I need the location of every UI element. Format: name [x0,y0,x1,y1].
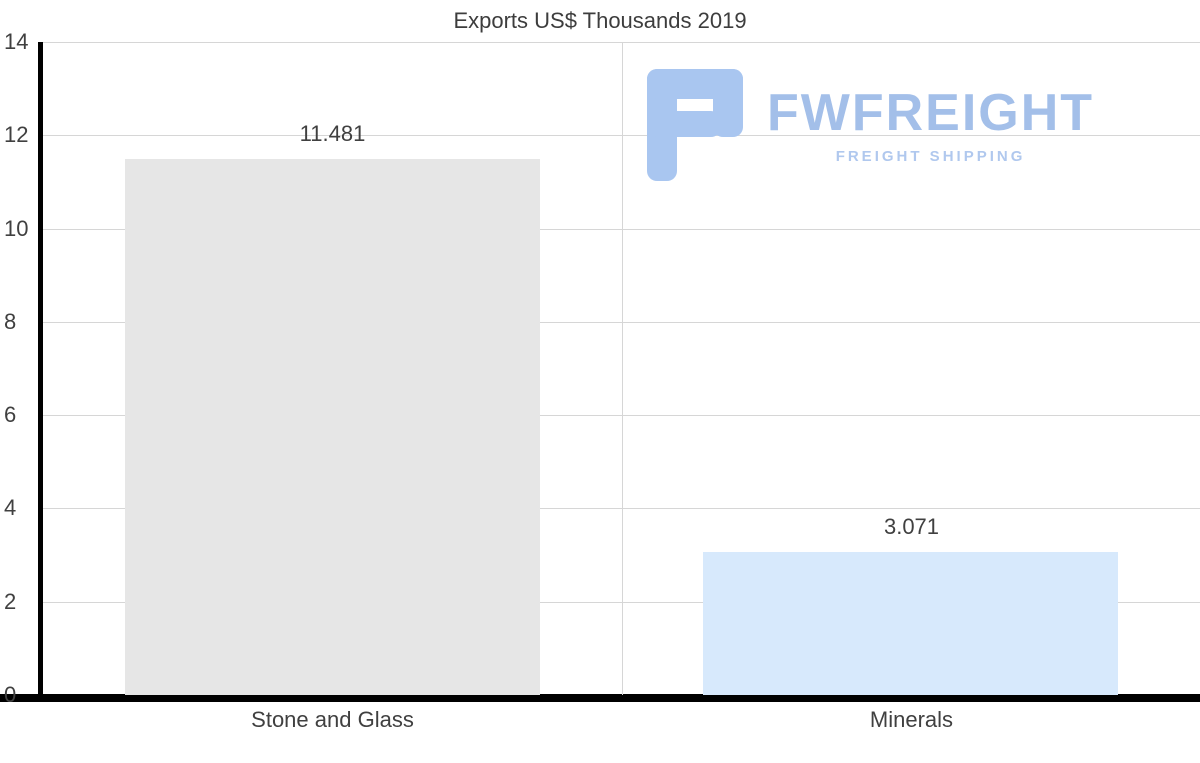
v-gridline [622,42,623,695]
y-tick-label: 10 [4,215,29,241]
y-tick-label: 8 [4,308,17,334]
y-tick-label: 14 [4,29,29,54]
h-gridline [43,135,1200,137]
h-gridline [43,42,1200,43]
h-gridline [43,228,1200,230]
y-axis-line [38,42,43,694]
x-tick-label: Stone and Glass [251,707,414,732]
chart-title: Exports US$ Thousands 2019 [453,8,747,33]
bar-value-label: 3.071 [883,514,940,539]
h-gridline [43,601,1200,603]
x-axis-labels: Stone and Glass Minerals [0,707,1200,739]
x-tick-label: Minerals [869,707,954,732]
h-gridline [43,508,1200,510]
h-gridline [43,415,1200,417]
bar-value-label: 11.481 [299,121,366,146]
plot-area: 11.481 3.071 [43,42,1200,695]
y-tick-label: 4 [4,495,17,521]
h-gridline [43,321,1200,323]
y-tick-label: 2 [4,588,17,614]
y-tick-label: 6 [4,402,17,428]
y-tick-label: 12 [4,122,29,148]
y-tick-label: 0 [4,682,17,707]
bar [125,159,540,695]
x-axis-line [0,694,1200,702]
bar [703,552,1118,695]
